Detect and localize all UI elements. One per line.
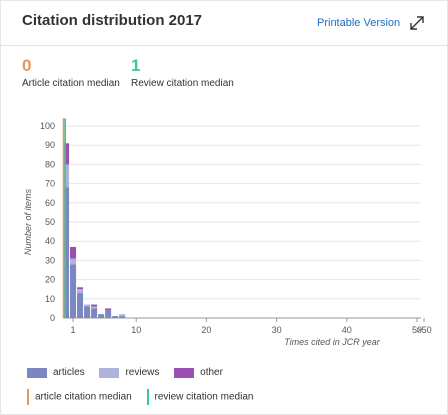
review-median-value: 1 <box>131 56 141 75</box>
legend-label-other: other <box>200 367 223 378</box>
y-tick-label: 50 <box>45 217 55 227</box>
bar-other <box>91 304 98 307</box>
bar-reviews <box>77 289 84 294</box>
y-tick-label: 0 <box>50 313 55 323</box>
review-median-block: 1 Review citation median <box>131 56 234 89</box>
expand-icon[interactable] <box>408 14 426 32</box>
article-median-swatch <box>27 389 29 405</box>
bar-articles <box>84 306 91 318</box>
legend-label-reviews: reviews <box>125 367 160 378</box>
y-tick-label: 10 <box>45 294 55 304</box>
card-title: Citation distribution 2017 <box>22 12 203 29</box>
bar-other <box>77 287 84 290</box>
y-tick-label: 20 <box>45 275 55 285</box>
y-tick-label: 30 <box>45 255 55 265</box>
legend-row-medians: article citation median review citation … <box>27 389 265 405</box>
legend-item-other[interactable]: other <box>174 367 223 378</box>
legend-label-review-median: review citation median <box>154 391 254 403</box>
bar-articles <box>98 314 105 318</box>
x-tick-label: 1 <box>71 325 76 335</box>
x-tick-label: 10 <box>131 325 141 335</box>
bar-other <box>63 143 70 165</box>
y-axis-title: Number of items <box>23 188 33 255</box>
reviews-swatch <box>99 367 120 378</box>
bar-reviews <box>63 164 70 188</box>
bar-reviews <box>70 258 77 265</box>
bar-articles <box>77 293 84 318</box>
article-median-label: Article citation median <box>22 78 120 89</box>
bar-articles <box>63 187 70 318</box>
bar-other <box>105 308 112 311</box>
bar-articles <box>70 264 77 318</box>
bar-reviews <box>119 314 126 317</box>
bar-articles <box>119 316 126 318</box>
y-tick-label: 90 <box>45 140 55 150</box>
x-tick-label: 40 <box>342 325 352 335</box>
review-median-label: Review citation median <box>131 78 234 89</box>
article-median-value: 0 <box>22 56 32 75</box>
x-axis-title: Times cited in JCR year <box>284 337 380 347</box>
bar-reviews <box>84 304 91 307</box>
x-tick-label: >50 <box>416 325 431 335</box>
y-tick-label: 60 <box>45 198 55 208</box>
article-median-block: 0 Article citation median <box>22 56 120 89</box>
y-tick-label: 80 <box>45 159 55 169</box>
y-tick-label: 40 <box>45 236 55 246</box>
y-tick-label: 70 <box>45 179 55 189</box>
articles-swatch <box>27 367 47 378</box>
bar-reviews <box>91 306 98 309</box>
legend-label-article-median: article citation median <box>35 391 132 403</box>
x-tick-label: 50 <box>412 325 422 335</box>
legend-item-article-median[interactable]: article citation median <box>27 389 132 405</box>
legend-item-reviews[interactable]: reviews <box>99 367 159 378</box>
median-summary: 0 Article citation median 1 Review citat… <box>22 56 442 96</box>
other-swatch <box>174 367 195 378</box>
legend-row-series: articles reviews other <box>27 367 235 383</box>
legend-item-articles[interactable]: articles <box>27 367 85 378</box>
review-median-swatch <box>146 389 149 405</box>
chart-legend: articles reviews other article citation … <box>27 367 437 411</box>
legend-item-review-median[interactable]: review citation median <box>146 389 254 405</box>
legend-label-articles: articles <box>53 367 85 378</box>
bar-articles <box>91 308 98 318</box>
x-tick-label: 20 <box>201 325 211 335</box>
y-tick-label: 100 <box>40 121 55 131</box>
bar-articles <box>105 310 112 318</box>
printable-version-link[interactable]: Printable Version <box>317 17 401 29</box>
bar-other <box>70 246 77 259</box>
card-header: Citation distribution 2017 Printable Ver… <box>1 1 447 46</box>
x-tick-label: 30 <box>272 325 282 335</box>
bar-articles <box>112 316 119 318</box>
